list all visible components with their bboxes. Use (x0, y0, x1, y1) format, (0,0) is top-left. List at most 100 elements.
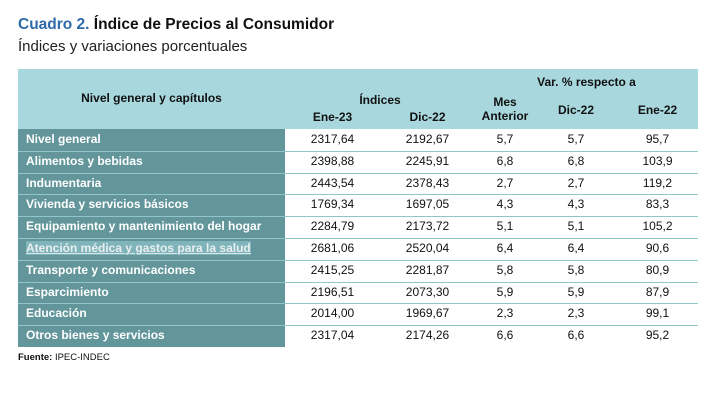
mes-anterior-column-header: Mes Anterior (481, 95, 529, 123)
row-label: Esparcimiento (26, 284, 109, 299)
cell-mes: 6,4 (496, 241, 514, 255)
cell-dic22: 2245,91 (405, 153, 450, 168)
row-values: 2317,04 2174,26 6,6 6,6 95,2 (285, 325, 698, 347)
source-value: IPEC-INDEC (54, 352, 110, 363)
cell-vene: 119,2 (642, 175, 673, 190)
table-row[interactable]: Atención médica y gastos para la salud 26… (18, 238, 698, 260)
cell-mes: 2,7 (496, 175, 514, 190)
row-values: 2317,64 2192,67 5,7 5,7 95,7 (285, 129, 698, 151)
cell-dic22: 2281,87 (405, 262, 450, 277)
cell-vene: 95,7 (645, 132, 670, 146)
dic22-column-header: Dic-22 (409, 110, 446, 124)
row-label: Alimentos y bebidas (26, 153, 143, 168)
cell-ene23: 2317,64 (310, 132, 355, 146)
table-row[interactable]: Otros bienes y servicios 2317,04 2174,26 6,… (18, 325, 698, 347)
cell-dic22: 2173,72 (405, 219, 450, 234)
cell-vene: 99,1 (645, 306, 670, 321)
table-row[interactable]: Educación 2014,00 1969,67 2,3 2,3 99,1 (18, 303, 698, 326)
cell-mes: 5,1 (496, 219, 514, 234)
row-label-cell: Nivel general (18, 129, 285, 151)
row-label-cell: Atención médica y gastos para la salud (18, 238, 285, 260)
cell-vdic: 4,3 (567, 197, 585, 212)
cell-mes: 5,7 (496, 132, 514, 146)
row-values: 2398,88 2245,91 6,8 6,8 103,9 (285, 150, 698, 173)
table-title: Cuadro 2. Índice de Precios al Consumido… (18, 16, 334, 34)
cell-vene: 87,9 (645, 284, 670, 299)
row-label: Transporte y comunicaciones (26, 262, 196, 277)
row-values: 2284,79 2173,72 5,1 5,1 105,2 (285, 216, 698, 238)
row-divider (18, 259, 698, 261)
cell-ene23: 2415,25 (310, 262, 355, 277)
price-index-table: Nivel general y capítulos Índices Ene-23… (18, 69, 698, 347)
row-divider (18, 238, 698, 239)
cell-mes: 6,8 (496, 153, 514, 168)
cell-ene23: 1769,34 (310, 197, 355, 212)
cell-vene: 95,2 (645, 328, 670, 343)
row-label: Nivel general (26, 132, 101, 146)
cell-ene23: 2284,79 (310, 219, 355, 234)
ene23-column-header: Ene-23 (312, 110, 353, 124)
table-row[interactable]: Transporte y comunicaciones 2415,25 2281,8… (18, 259, 698, 282)
cell-vdic: 2,7 (567, 175, 585, 190)
cell-ene23: 2196,51 (310, 284, 355, 299)
row-values: 2681,06 2520,04 6,4 6,4 90,6 (285, 238, 698, 260)
cell-mes: 5,8 (496, 262, 514, 277)
cell-dic22: 2192,67 (405, 132, 450, 146)
table-row[interactable]: Equipamiento y mantenimiento del hogar 22… (18, 216, 698, 238)
cell-dic22: 2378,43 (405, 175, 450, 190)
cell-dic22: 2520,04 (405, 241, 450, 255)
row-label: Educación (26, 306, 87, 321)
cell-vene: 83,3 (645, 197, 670, 212)
row-divider (18, 325, 698, 327)
cell-ene23: 2443,54 (310, 175, 355, 190)
variation-group-header: Var. % respecto a (537, 75, 636, 89)
source-note: Fuente: IPEC-INDEC (18, 352, 110, 363)
cell-vdic: 5,1 (567, 219, 585, 234)
table-row[interactable]: Indumentaria 2443,54 2378,43 2,7 2,7 119,2 (18, 172, 698, 195)
cell-dic22: 1969,67 (405, 306, 450, 321)
row-divider (18, 150, 698, 152)
row-label-cell: Alimentos y bebidas (18, 150, 285, 173)
cell-ene23: 2014,00 (310, 306, 355, 321)
row-values: 1769,34 1697,05 4,3 4,3 83,3 (285, 194, 698, 217)
var-dic22-column-header: Dic-22 (557, 103, 595, 117)
label-column-header: Nivel general y capítulos (81, 91, 222, 105)
row-label-cell: Otros bienes y servicios (18, 325, 285, 347)
cell-vene: 80,9 (645, 262, 670, 277)
row-divider (18, 281, 698, 283)
table-row[interactable]: Vivienda y servicios básicos 1769,34 1697,… (18, 194, 698, 217)
row-label: Atención médica y gastos para la salud (26, 241, 251, 255)
var-ene22-column-header: Ene-22 (637, 103, 678, 117)
cell-vdic: 6,4 (567, 241, 585, 255)
row-label-cell: Vivienda y servicios básicos (18, 194, 285, 217)
table-row[interactable]: Alimentos y bebidas 2398,88 2245,91 6,8 6,8 1… (18, 150, 698, 173)
cell-ene23: 2398,88 (310, 153, 355, 168)
row-divider (18, 172, 698, 174)
cell-ene23: 2681,06 (310, 241, 355, 255)
cell-vdic: 5,7 (567, 132, 585, 146)
cell-vene: 90,6 (645, 241, 670, 255)
row-label: Indumentaria (26, 175, 102, 190)
row-label-cell: Esparcimiento (18, 281, 285, 304)
cell-vdic: 2,3 (567, 306, 585, 321)
cell-ene23: 2317,04 (310, 328, 355, 343)
row-label: Vivienda y servicios básicos (26, 197, 189, 212)
table-title-text: Índice de Precios al Consumidor (93, 16, 335, 33)
row-values: 2443,54 2378,43 2,7 2,7 119,2 (285, 172, 698, 195)
cell-mes: 5,9 (496, 284, 514, 299)
cell-vene: 105,2 (642, 219, 673, 234)
table-number: Cuadro 2. (18, 16, 90, 33)
table-subtitle: Índices y variaciones porcentuales (18, 38, 248, 55)
row-label-cell: Indumentaria (18, 172, 285, 195)
cell-dic22: 2073,30 (405, 284, 450, 299)
row-label: Equipamiento y mantenimiento del hogar (26, 219, 262, 234)
row-values: 2415,25 2281,87 5,8 5,8 80,9 (285, 259, 698, 282)
table-header: Nivel general y capítulos Índices Ene-23… (18, 69, 698, 129)
table-row[interactable]: Esparcimiento 2196,51 2073,30 5,9 5,9 87,9 (18, 281, 698, 304)
row-label-cell: Transporte y comunicaciones (18, 259, 285, 282)
row-divider (18, 303, 698, 305)
cell-dic22: 1697,05 (405, 197, 450, 212)
table-row[interactable]: Nivel general 2317,64 2192,67 5,7 5,7 95,7 (18, 129, 698, 151)
cell-dic22: 2174,26 (405, 328, 450, 343)
cell-mes: 2,3 (496, 306, 514, 321)
